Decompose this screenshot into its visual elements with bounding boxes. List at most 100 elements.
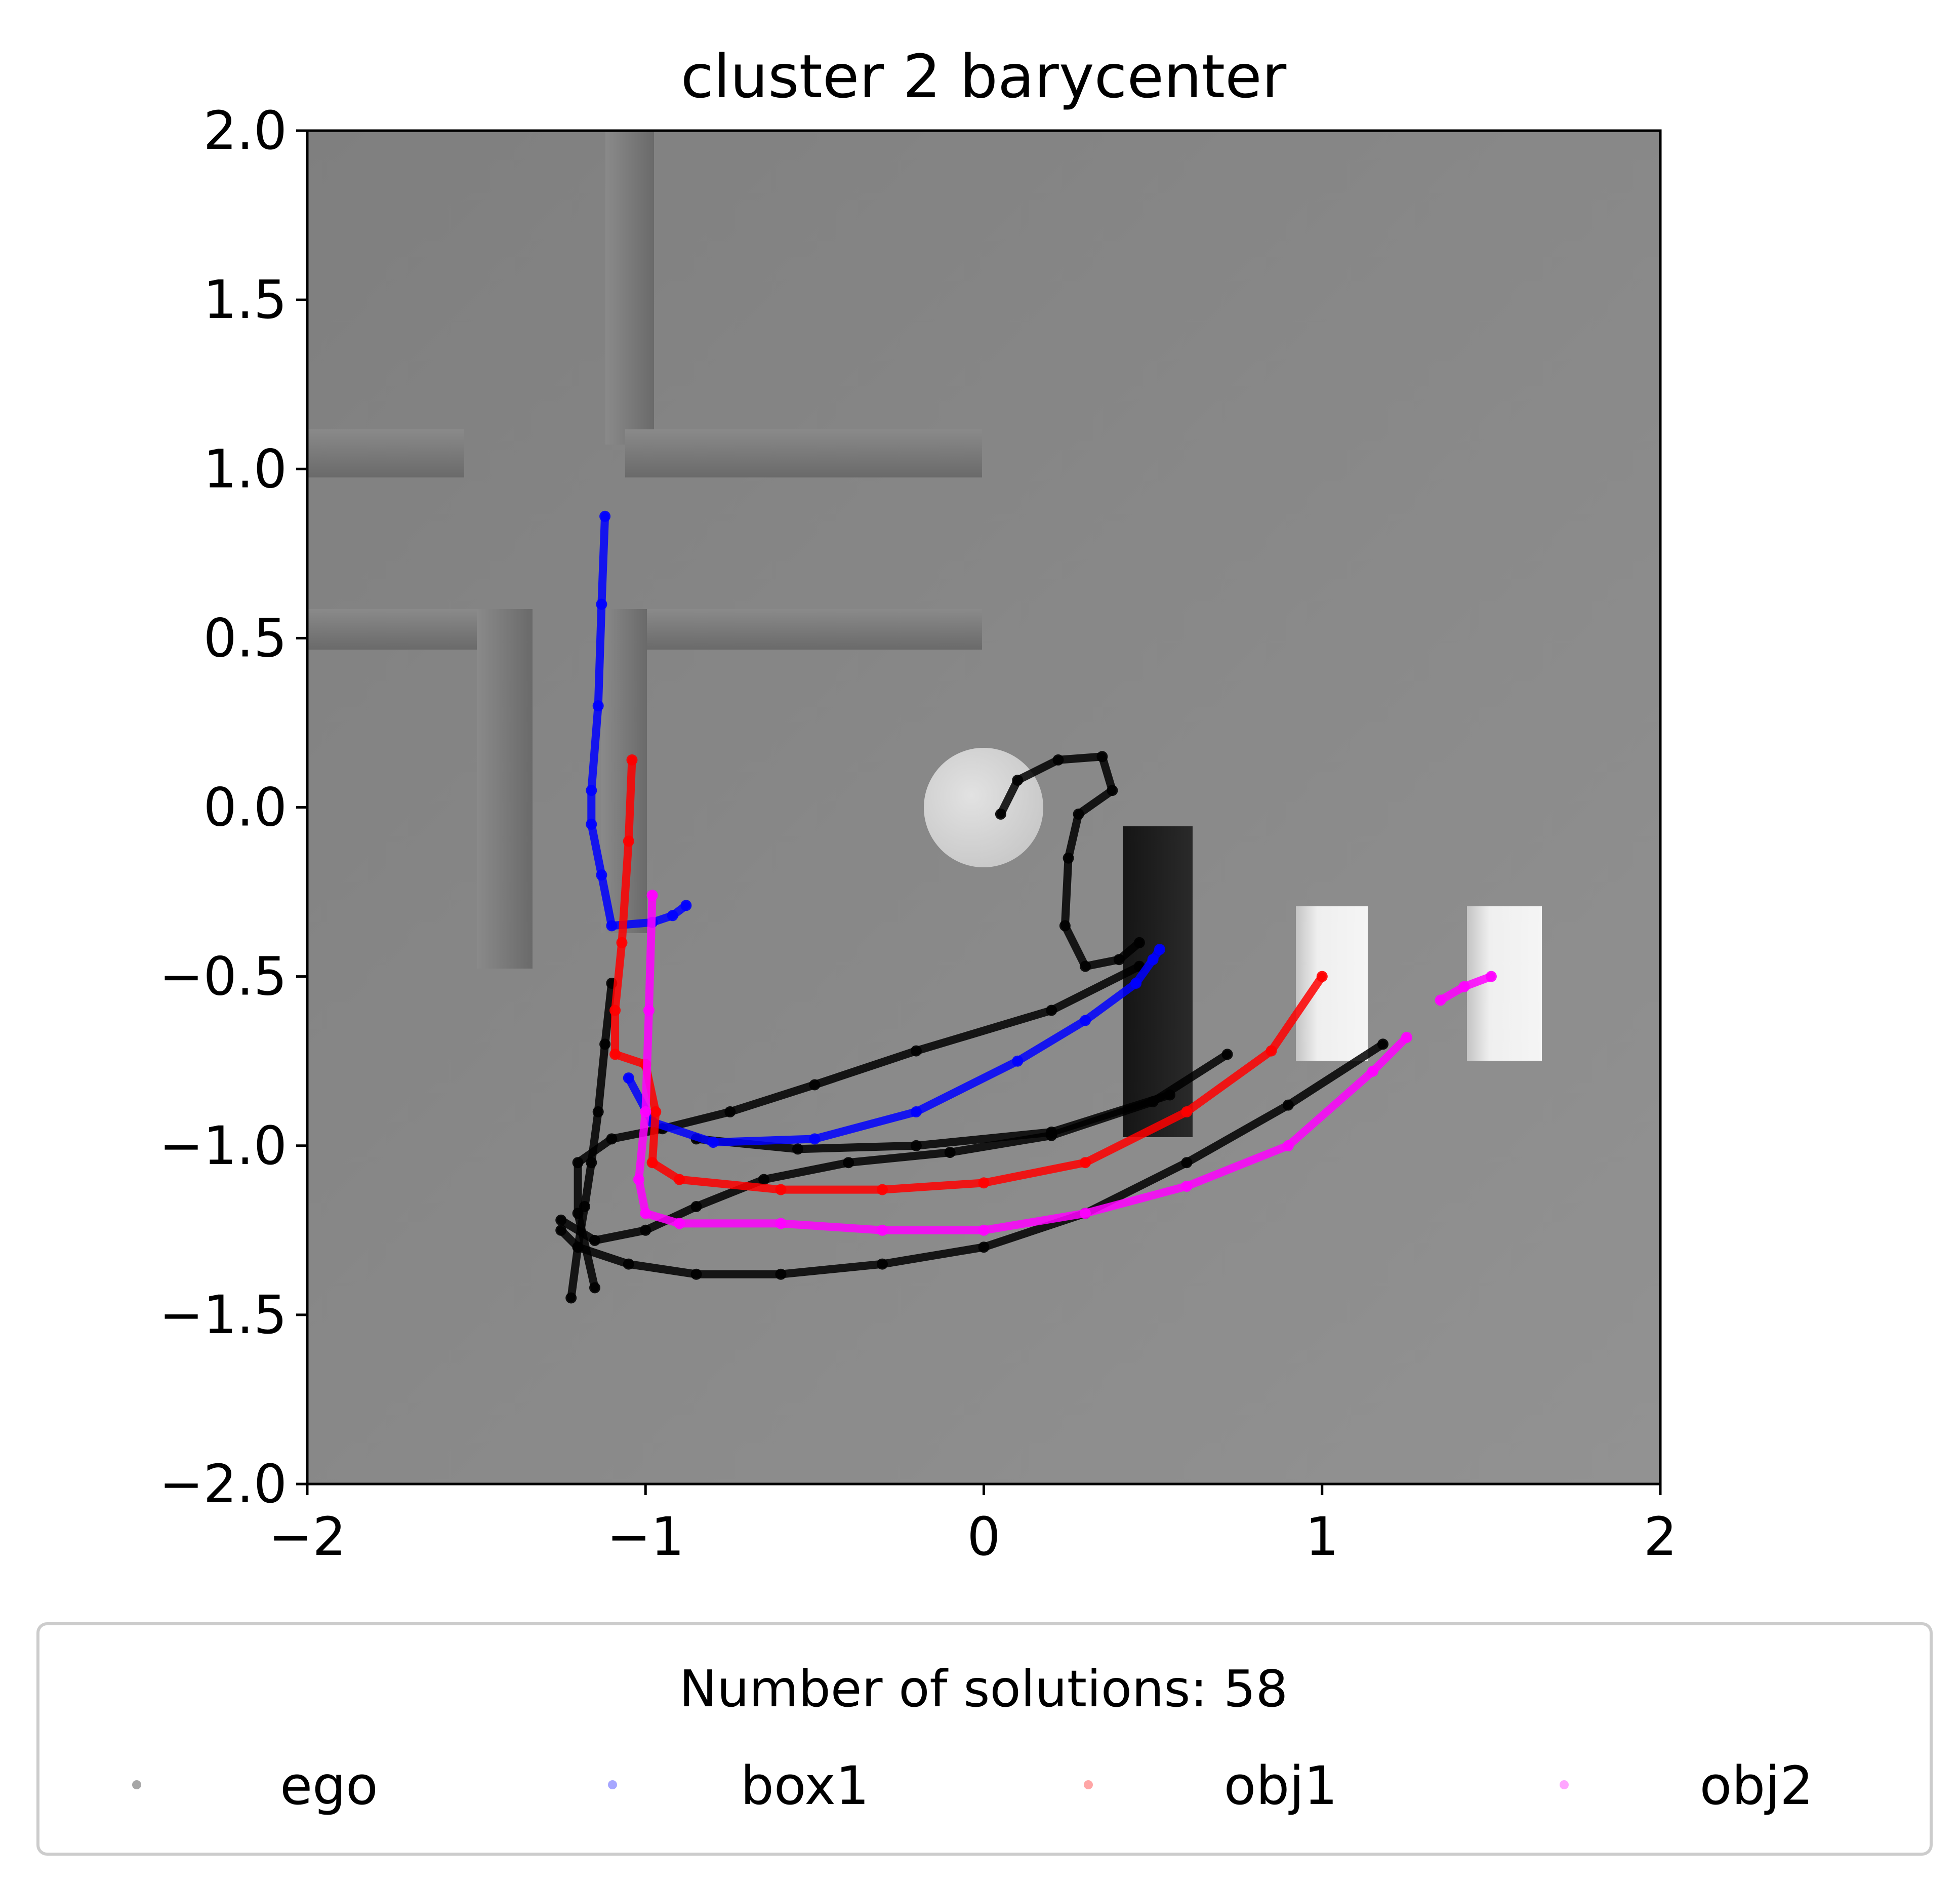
ego-point xyxy=(1164,1089,1175,1101)
ego-point xyxy=(565,1292,577,1304)
obj1-point xyxy=(650,1106,662,1117)
obj2-point xyxy=(1485,971,1497,982)
ego-point xyxy=(792,1143,803,1155)
ego-point xyxy=(1282,1099,1294,1111)
ego-point xyxy=(1012,775,1024,786)
ego-point xyxy=(1221,1049,1233,1060)
obj2-point xyxy=(1080,1208,1091,1219)
obj2-point xyxy=(643,1005,655,1016)
ego-point xyxy=(910,1045,922,1057)
ego-point xyxy=(978,1241,990,1253)
ego-point xyxy=(944,1147,956,1158)
obj2-point xyxy=(1282,1140,1294,1151)
box1-point xyxy=(1130,978,1142,989)
box1-point xyxy=(707,1137,719,1148)
box1-point xyxy=(1154,944,1165,955)
box1-trajectory-2 xyxy=(624,945,1164,1147)
y-tick-label: −1.0 xyxy=(159,1115,287,1177)
ego-point xyxy=(623,1258,634,1270)
ego-point xyxy=(843,1157,854,1169)
y-tick-label: 0.5 xyxy=(203,607,287,669)
legend-marker xyxy=(1084,1780,1093,1789)
ego-point xyxy=(1073,808,1084,820)
obj2-point xyxy=(640,1106,651,1117)
box1-point xyxy=(809,1133,821,1145)
ego-point xyxy=(995,808,1006,820)
legend-entry-obj1: obj1 xyxy=(1084,1755,1337,1817)
legend-box xyxy=(36,1622,1933,1856)
obj2-point xyxy=(633,1174,644,1185)
box1-point xyxy=(680,900,692,911)
y-tick-label: 1.5 xyxy=(203,269,287,331)
ego-point xyxy=(1046,1127,1057,1138)
legend-marker xyxy=(132,1780,141,1789)
ego-point xyxy=(1133,937,1145,948)
wall-vertical-top xyxy=(605,131,654,445)
obj1-point xyxy=(1080,1157,1091,1169)
chart-title: cluster 2 barycenter xyxy=(681,42,1287,111)
ego-point xyxy=(690,1268,702,1280)
ego-point xyxy=(589,1234,600,1246)
box1-point xyxy=(592,700,604,711)
box1-trajectory-1 xyxy=(587,512,690,930)
obj1-point xyxy=(623,835,634,847)
legend-label: obj1 xyxy=(1224,1755,1338,1817)
box1-point xyxy=(667,910,678,921)
legend-label: obj2 xyxy=(1700,1755,1814,1817)
legend-marker xyxy=(1560,1780,1569,1789)
x-tick-label: 0 xyxy=(967,1506,1000,1568)
wall-vertical-bottom-left xyxy=(477,609,533,969)
ego-point xyxy=(809,1079,821,1091)
x-tick-label: 1 xyxy=(1305,1506,1339,1568)
obj1-point xyxy=(775,1184,787,1195)
obj2-point xyxy=(1458,981,1470,992)
ego-robot-disc xyxy=(924,748,1043,867)
legend-entry-box1: box1 xyxy=(608,1755,869,1817)
ego-point xyxy=(910,1140,922,1151)
legend-label: box1 xyxy=(741,1755,869,1817)
box1-point xyxy=(586,785,597,796)
box1-point xyxy=(606,920,618,932)
ego-point xyxy=(690,1201,702,1212)
box1-point xyxy=(910,1106,922,1117)
obj1-point xyxy=(1181,1106,1193,1117)
ego-point xyxy=(579,1201,590,1212)
box1-point xyxy=(1147,954,1159,966)
box1-point xyxy=(586,818,597,830)
box1-point xyxy=(623,1072,634,1084)
ego-point xyxy=(640,1224,651,1236)
white-object-1 xyxy=(1296,906,1368,1061)
x-tick-label: 2 xyxy=(1644,1506,1677,1568)
ego-point xyxy=(877,1258,888,1270)
obj2-point xyxy=(775,1218,787,1229)
obj2-point xyxy=(1435,994,1446,1006)
legend-entries: ego box1 obj1 obj2 xyxy=(132,1755,1813,1817)
obj1-point xyxy=(1265,1045,1277,1057)
box1-point xyxy=(1012,1055,1024,1067)
ego-point xyxy=(1377,1038,1389,1050)
legend-entry-obj2: obj2 xyxy=(1560,1755,1813,1817)
series-box1 xyxy=(586,510,1165,1148)
ego-point xyxy=(1052,754,1064,766)
obj2-point xyxy=(640,1208,651,1219)
y-tick-label: 0.0 xyxy=(203,777,287,838)
ego-point xyxy=(1063,852,1074,864)
wall-horizontal-top-left xyxy=(307,429,464,477)
ego-point xyxy=(1059,920,1071,932)
obj1-trajectory-1 xyxy=(611,755,1326,1194)
obj2-point xyxy=(978,1224,990,1236)
obj1-point xyxy=(877,1184,888,1195)
y-tick-label: −0.5 xyxy=(159,946,287,1008)
obj1-point xyxy=(609,1049,621,1060)
ego-point xyxy=(1181,1157,1193,1169)
legend-label: ego xyxy=(280,1755,378,1817)
obj1-point xyxy=(609,1005,621,1016)
tick-layer: −2 −1 0 1 2 2.0 1.5 1.0 0.5 0.0 −0.5 −1.0 −1.5 −2.0 xyxy=(159,100,1677,1568)
ego-point xyxy=(589,1282,600,1294)
ego-point xyxy=(1046,1005,1057,1016)
ego-point xyxy=(572,1157,584,1169)
ego-point xyxy=(1113,954,1125,966)
obj2-point xyxy=(1181,1180,1193,1192)
ego-point xyxy=(775,1268,787,1280)
legend-entry-ego: ego xyxy=(132,1755,378,1817)
